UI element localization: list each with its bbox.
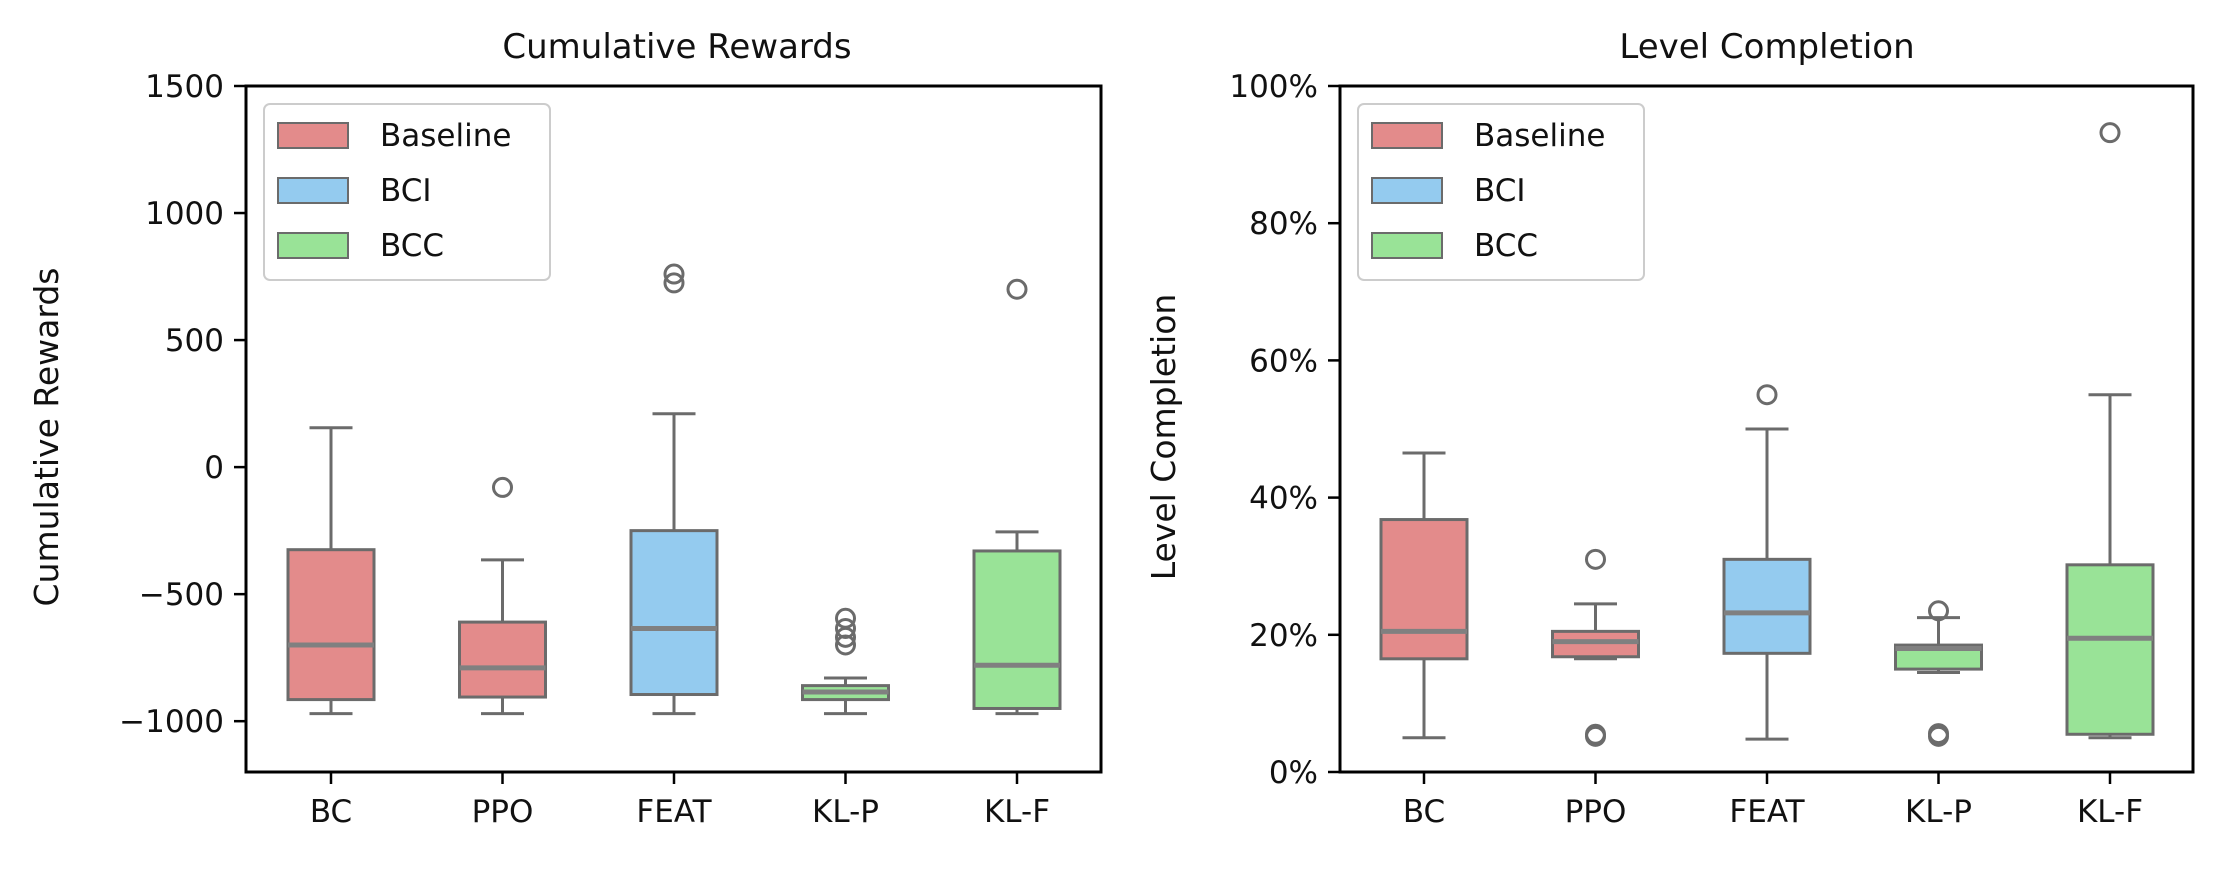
iqr-box xyxy=(1722,557,1812,655)
iqr-box xyxy=(972,549,1062,710)
outlier-point xyxy=(1928,600,1949,622)
completion-panel: Level Completion Level Completion 0% 20% 4… xyxy=(1144,27,2195,830)
x-tick-label: KL-P xyxy=(812,794,879,830)
outlier-point xyxy=(1585,548,1606,570)
rewards-title: Cumulative Rewards xyxy=(502,27,851,67)
legend-label-bcc: BCC xyxy=(1474,228,1538,264)
x-tick-label: FEAT xyxy=(1729,794,1805,830)
legend-label-baseline: Baseline xyxy=(1474,118,1605,154)
y-tick-label: 40% xyxy=(1249,481,1318,517)
legend-swatch-bci xyxy=(1371,177,1443,204)
x-tick-label: FEAT xyxy=(636,794,712,830)
completion-box-kl-p xyxy=(1894,600,1983,747)
legend-label-bci: BCI xyxy=(380,173,432,209)
completion-box-kl-f xyxy=(2065,122,2155,740)
outlier-point xyxy=(1006,278,1028,300)
y-tick-label: 500 xyxy=(165,323,224,359)
y-tick-label: 20% xyxy=(1249,618,1318,654)
y-tick-label: 0% xyxy=(1269,755,1318,791)
y-tick-label: 60% xyxy=(1249,343,1318,379)
outlier-point xyxy=(663,263,685,285)
outlier-point xyxy=(2099,122,2121,144)
x-tick-label: PPO xyxy=(1565,794,1627,830)
iqr-box xyxy=(1379,518,1469,661)
y-tick-label: 0 xyxy=(204,450,224,486)
rewards-box-ppo xyxy=(458,476,547,716)
completion-legend: Baseline BCI BCC xyxy=(1357,103,1645,281)
iqr-box xyxy=(629,529,719,697)
legend-swatch-bci xyxy=(277,177,349,204)
y-tick-label: 1000 xyxy=(145,196,224,232)
completion-box-feat xyxy=(1722,384,1812,741)
rewards-box-kl-f xyxy=(972,278,1062,716)
outlier-point xyxy=(663,272,685,294)
outlier-point xyxy=(492,476,513,498)
legend-swatch-baseline xyxy=(1371,122,1443,149)
outlier-point xyxy=(1756,384,1778,406)
y-tick-label: 100% xyxy=(1229,69,1318,105)
rewards-panel: Cumulative Rewards Cumulative Rewards −1… xyxy=(27,27,1103,830)
x-tick-label: KL-F xyxy=(984,794,1050,830)
x-tick-label: KL-P xyxy=(1905,794,1972,830)
completion-ylabel: Level Completion xyxy=(1144,294,1183,581)
completion-box-bc xyxy=(1379,451,1469,740)
completion-box-ppo xyxy=(1551,548,1640,747)
rewards-box-feat xyxy=(629,263,719,716)
legend-label-baseline: Baseline xyxy=(380,118,511,154)
legend-swatch-bcc xyxy=(277,232,349,259)
x-tick-label: KL-F xyxy=(2077,794,2143,830)
iqr-box xyxy=(286,548,376,702)
x-tick-label: BC xyxy=(310,794,352,830)
x-tick-label: BC xyxy=(1403,794,1445,830)
rewards-box-bc xyxy=(286,426,376,716)
y-tick-label: −1000 xyxy=(119,704,224,740)
legend-label-bci: BCI xyxy=(1474,173,1526,209)
completion-title: Level Completion xyxy=(1619,27,1914,67)
outlier-point xyxy=(835,607,856,629)
legend-swatch-bcc xyxy=(1371,232,1443,259)
rewards-box-kl-p xyxy=(801,607,890,716)
y-tick-label: 80% xyxy=(1249,206,1318,242)
y-tick-label: 1500 xyxy=(145,69,224,105)
outlier-point xyxy=(1928,723,1949,745)
iqr-box xyxy=(458,620,547,699)
legend-swatch-baseline xyxy=(277,122,349,149)
iqr-box xyxy=(2065,563,2155,736)
rewards-legend: Baseline BCI BCC xyxy=(263,103,551,281)
outlier-point xyxy=(1585,723,1606,745)
x-tick-label: PPO xyxy=(472,794,534,830)
legend-label-bcc: BCC xyxy=(380,228,444,264)
y-tick-label: −500 xyxy=(139,577,224,613)
outlier-point xyxy=(835,617,856,639)
rewards-ylabel: Cumulative Rewards xyxy=(27,268,66,607)
